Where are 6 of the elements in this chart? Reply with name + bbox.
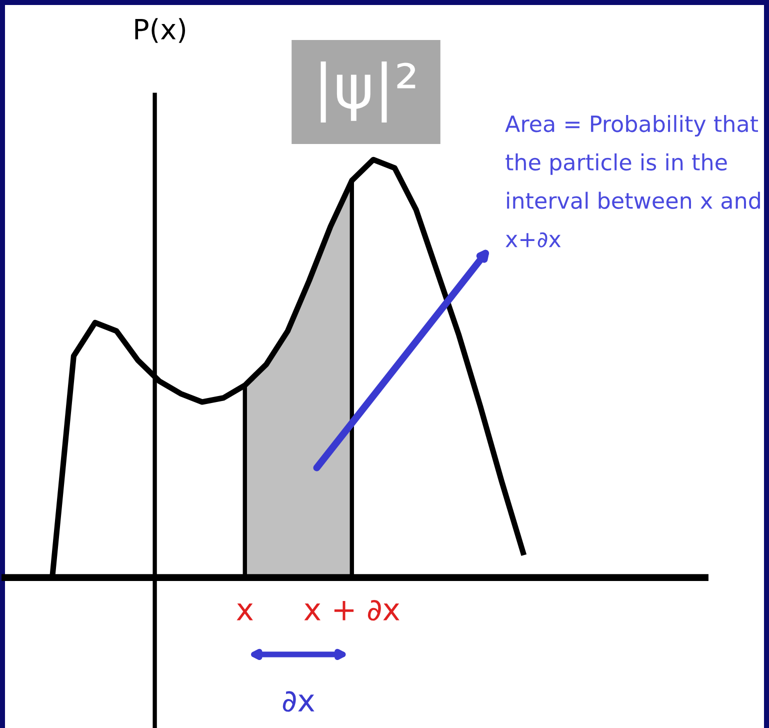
x-tick-label: x + ∂x [304, 600, 400, 621]
text: ∂x [282, 691, 314, 712]
y-axis-title: P(x) [135, 18, 186, 43]
x-tick-label: x [236, 604, 253, 620]
chart-title: |ψ|² [320, 61, 416, 123]
annotation: Area = Probability that the particle is in the interval between x and x+∂x [505, 115, 760, 248]
